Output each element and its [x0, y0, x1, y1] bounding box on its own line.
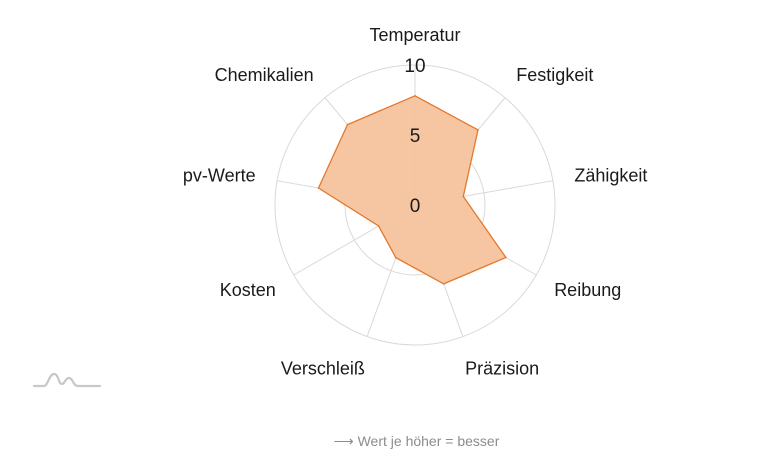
- tick-label: 10: [404, 56, 425, 77]
- data-point: [377, 225, 380, 227]
- data-point: [462, 195, 465, 198]
- axis-label: Präzision: [465, 359, 539, 379]
- axis-label: Verschleiß: [281, 359, 365, 379]
- axis-label: Zähigkeit: [574, 166, 647, 186]
- mountain-logo-icon: [32, 372, 102, 388]
- axis-label: Festigkeit: [516, 65, 593, 85]
- data-point: [346, 123, 349, 126]
- axis-label: Reibung: [554, 280, 621, 300]
- data-point: [317, 187, 320, 189]
- data-series-area: [317, 95, 507, 285]
- tick-label: 0: [410, 196, 421, 217]
- axis-label: Chemikalien: [215, 65, 314, 85]
- radar-data: [317, 95, 507, 285]
- data-point: [442, 283, 445, 285]
- radar-ticks: 0 5 10: [404, 56, 425, 217]
- data-point: [477, 129, 479, 131]
- axis-label: Kosten: [220, 280, 276, 300]
- axis-label: pv-Werte: [183, 166, 256, 186]
- footnote: ⟶ Wert je höher = besser: [333, 433, 500, 449]
- radar-axis-labels: Temperatur Festigkeit Zähigkeit Reibung Präz…: [183, 25, 648, 379]
- data-point: [395, 256, 397, 259]
- data-point: [414, 95, 416, 97]
- axis-label: Temperatur: [369, 25, 460, 45]
- tick-label: 5: [410, 126, 421, 147]
- data-point: [505, 256, 507, 259]
